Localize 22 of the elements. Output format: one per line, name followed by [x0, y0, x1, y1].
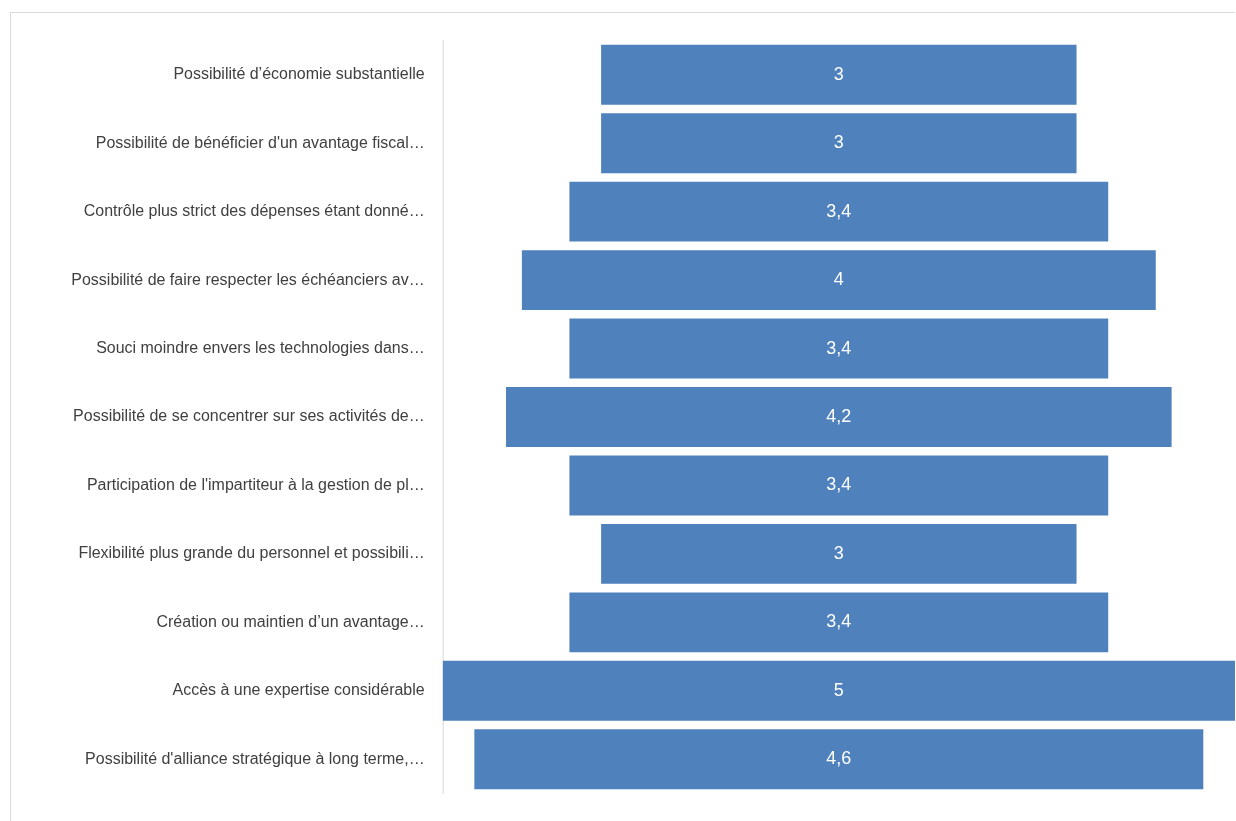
data-label: 3,4 — [826, 337, 852, 358]
category-label: Participation de l'impartiteur à la gestion de pl… — [86, 475, 425, 493]
data-label: 3 — [833, 542, 844, 563]
data-label: 4,6 — [826, 748, 852, 769]
data-label: 5 — [833, 679, 844, 700]
category-label: Possibilité de bénéficier d'un avantage fiscal… — [95, 133, 425, 151]
category-label: Accès à une expertise considérable — [172, 681, 425, 699]
data-label: 3 — [833, 132, 844, 153]
category-label: Création ou maintien d’un avantage… — [156, 612, 425, 630]
category-label: Souci moindre envers les technologies dans… — [96, 338, 425, 356]
category-label: Possibilité de se concentrer sur ses activités de… — [73, 407, 425, 425]
data-label: 3,4 — [826, 611, 852, 632]
category-label: Flexibilité plus grande du personnel et possibili… — [78, 544, 425, 562]
category-label: Possibilité d'alliance stratégique à long terme,… — [85, 749, 425, 767]
data-label: 4,2 — [826, 405, 852, 426]
data-label: 3,4 — [826, 474, 852, 495]
data-label: 3,4 — [826, 200, 852, 221]
category-label: Possibilité de faire respecter les échéanciers av… — [71, 270, 425, 288]
category-label: Possibilité d’économie substantielle — [173, 65, 425, 83]
data-label: 3 — [833, 63, 844, 84]
category-label: Contrôle plus strict des dépenses étant donné… — [83, 202, 425, 220]
data-label: 4 — [833, 269, 844, 290]
